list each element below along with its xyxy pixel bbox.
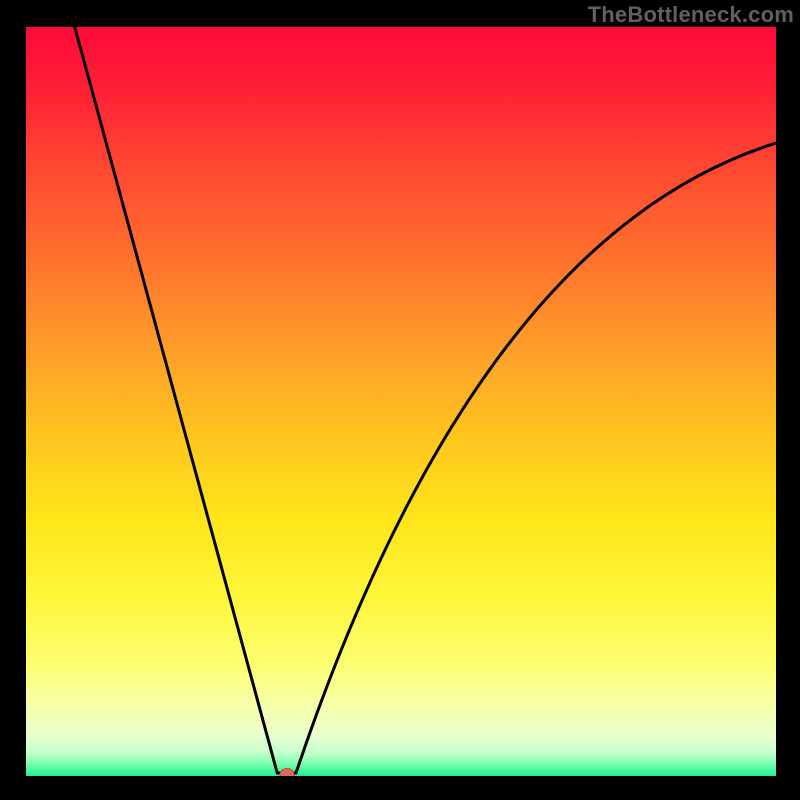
plot-area bbox=[26, 27, 776, 776]
outer-frame: TheBottleneck.com bbox=[0, 0, 800, 800]
watermark-text: TheBottleneck.com bbox=[588, 2, 794, 28]
vertex-marker bbox=[280, 769, 294, 777]
gradient-background bbox=[26, 27, 776, 776]
chart-svg bbox=[26, 27, 776, 776]
